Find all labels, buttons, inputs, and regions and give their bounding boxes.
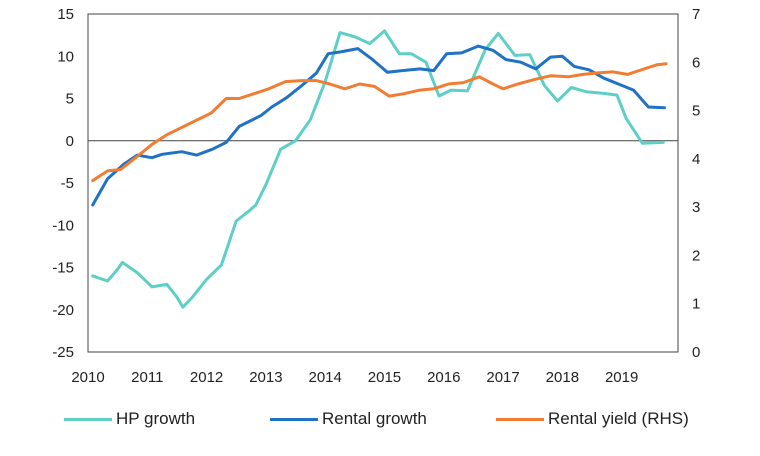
- left-axis-ticks: 15 10 5 0 -5 -10 -15 -20 -25: [52, 6, 74, 361]
- series-group: [91, 29, 668, 309]
- right-axis-tick-label: 2: [692, 247, 700, 264]
- x-axis-tick-label: 2019: [605, 369, 638, 386]
- legend-label-hp-growth: HP growth: [116, 409, 196, 428]
- legend-swatch-hp-growth: [64, 417, 112, 421]
- right-axis-tick-label: 7: [692, 6, 700, 23]
- right-axis-tick-label: 0: [692, 344, 700, 361]
- x-axis-tick-label: 2018: [546, 369, 579, 386]
- x-axis-tick-label: 2011: [131, 369, 163, 386]
- left-axis-tick-label: 0: [66, 133, 74, 150]
- x-axis-tick-label: 2012: [190, 369, 223, 386]
- right-axis-tick-label: 1: [692, 296, 700, 313]
- left-axis-tick-label: -25: [52, 344, 74, 361]
- left-axis-tick-label: -15: [52, 260, 74, 277]
- left-axis-tick-label: 5: [66, 91, 74, 108]
- left-axis-tick-label: -20: [52, 302, 74, 319]
- left-axis-tick-label: 15: [57, 6, 74, 23]
- legend: HP growth Rental growth Rental yield (RH…: [0, 404, 760, 434]
- left-axis-tick-label: -10: [52, 217, 74, 234]
- x-axis-tick-label: 2016: [427, 369, 460, 386]
- x-axis-tick-label: 2014: [308, 369, 341, 386]
- legend-item-rental-growth: Rental growth: [270, 404, 427, 434]
- right-axis-tick-label: 3: [692, 199, 700, 216]
- right-axis-tick-label: 4: [692, 151, 700, 168]
- left-axis-tick-label: -5: [61, 175, 74, 192]
- series-line-rental-yield-rhs: [91, 62, 668, 183]
- legend-item-rental-yield: Rental yield (RHS): [496, 404, 689, 434]
- legend-label-rental-yield: Rental yield (RHS): [548, 409, 689, 428]
- plot-area-frame: [87, 13, 679, 353]
- left-axis-tick-label: 10: [57, 48, 74, 65]
- series-line-hp-growth: [91, 29, 665, 309]
- right-axis-tick-label: 6: [692, 54, 700, 71]
- right-axis-tick-label: 5: [692, 103, 700, 120]
- x-axis-tick-label: 2017: [486, 369, 519, 386]
- legend-swatch-rental-growth: [270, 417, 318, 421]
- legend-item-hp-growth: HP growth: [64, 404, 195, 434]
- x-axis-ticks: 2010 2011 2012 2013 2014 2015 2016 2017 2018 2019: [71, 369, 638, 386]
- x-axis-tick-label: 2015: [368, 369, 401, 386]
- x-axis-tick-label: 2010: [71, 369, 104, 386]
- series-line-rental-growth: [91, 44, 666, 207]
- right-axis-ticks: 7 6 5 4 3 2 1 0: [692, 6, 700, 361]
- legend-swatch-rental-yield: [496, 417, 544, 421]
- legend-label-rental-growth: Rental growth: [322, 409, 427, 428]
- x-axis-tick-label: 2013: [249, 369, 282, 386]
